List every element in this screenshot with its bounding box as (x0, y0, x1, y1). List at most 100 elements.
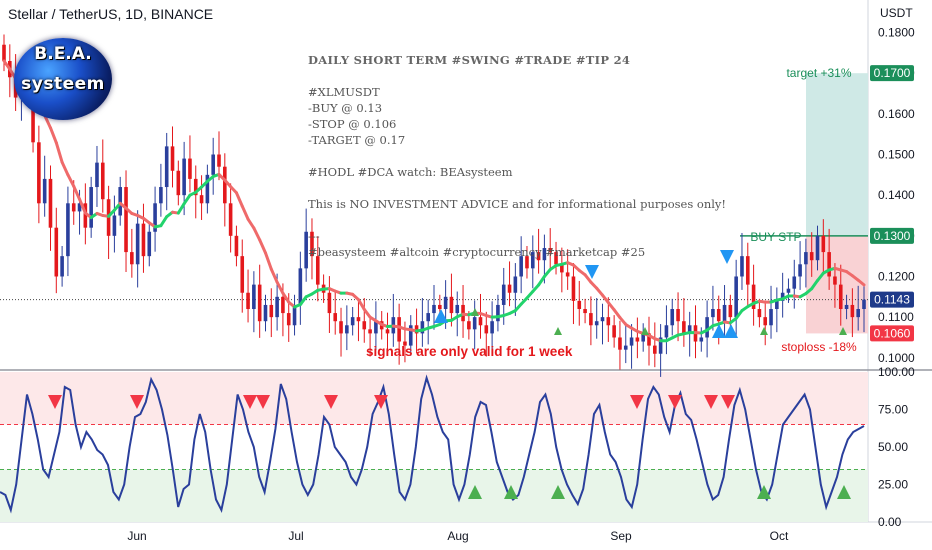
price-label-box (870, 325, 914, 342)
moving-average-segment (112, 201, 122, 212)
buy-signal-marker (712, 324, 726, 338)
price-tick-label: 0.1100 (878, 310, 914, 324)
moving-average-segment (356, 298, 366, 311)
candle-body (838, 284, 843, 310)
candle-body (513, 276, 518, 293)
candle-body (211, 154, 215, 175)
candle-body (780, 292, 785, 301)
candle-body (345, 325, 349, 334)
trade-note-body: #XLMUSDT -BUY @ 0.13 -STOP @ 0.106 -TARG… (308, 85, 727, 259)
moving-average-segment (258, 238, 267, 255)
price-tick-label: 0.1500 (878, 148, 915, 162)
chart-title: Stellar / TetherUS, 1D, BINANCE (8, 6, 214, 22)
moving-average-segment (78, 197, 87, 215)
candle-body (734, 276, 738, 318)
moving-average-segment (618, 316, 628, 326)
overbought-signal-marker (48, 395, 62, 409)
candle-body (315, 256, 320, 285)
small-buy-marker (839, 327, 847, 335)
moving-average-segment (182, 193, 192, 206)
candle-body (217, 154, 221, 167)
small-buy-marker (641, 327, 649, 335)
moving-average-segment (595, 286, 605, 297)
overbought-signal-marker (130, 395, 144, 409)
candle-body (618, 337, 622, 350)
price-tick-label: 0.1000 (878, 351, 915, 365)
candle-body (281, 296, 285, 314)
candle-body (292, 304, 297, 326)
candle-body (443, 296, 448, 310)
candle-body (147, 231, 152, 257)
candle-body (252, 284, 256, 310)
candle-body (327, 292, 332, 314)
candle-body (403, 341, 407, 346)
moving-average-segment (298, 295, 308, 307)
candle-body (542, 248, 547, 261)
candle-body (740, 256, 744, 277)
oversold-signal-marker (504, 485, 518, 499)
candle-body (54, 227, 59, 277)
candle-body (804, 252, 808, 265)
candle-body (385, 329, 390, 334)
candle-body (682, 321, 686, 334)
sell-signal-marker (585, 265, 599, 279)
candle-body (658, 337, 663, 354)
moving-average-segment (542, 268, 552, 278)
overbought-signal-marker (374, 395, 388, 409)
candle-body (472, 317, 477, 330)
candle-body (77, 203, 82, 212)
candle-body (571, 276, 576, 301)
candle-body (623, 345, 628, 350)
candle-body (594, 321, 599, 326)
candle-body (478, 317, 483, 326)
candle-body (786, 288, 791, 293)
price-label: 0.1143 (874, 293, 910, 307)
candle-body (304, 231, 308, 269)
candle-body (600, 317, 605, 322)
candle-body (2, 44, 6, 61)
candle-body (42, 178, 47, 204)
small-buy-marker (554, 327, 562, 335)
candle-body (833, 276, 837, 285)
moving-average-segment (252, 226, 262, 242)
candle-body (362, 321, 367, 330)
candle-body (223, 166, 227, 204)
candle-body (124, 187, 128, 253)
candle-body (408, 325, 413, 346)
candle-body (438, 304, 442, 310)
candle-body (246, 292, 250, 310)
moving-average-segment (240, 204, 250, 221)
candle-body (89, 187, 93, 228)
overbought-signal-marker (721, 395, 735, 409)
candle-body (687, 325, 692, 334)
moving-average-segment (72, 184, 82, 201)
candle-body (449, 296, 454, 314)
candle-body (193, 178, 198, 196)
overbought-signal-marker (324, 395, 338, 409)
candle-body (641, 333, 645, 342)
candle-body (275, 296, 279, 318)
oscillator-tick-label: 75.00 (878, 403, 908, 417)
moving-average-segment (159, 215, 169, 228)
candle-body (554, 252, 558, 265)
candle-body (182, 158, 186, 196)
candle-body (536, 252, 541, 261)
buy-signal-marker (724, 324, 738, 338)
moving-average-segment (176, 202, 186, 215)
overbought-signal-marker (243, 395, 257, 409)
moving-average-segment (612, 308, 622, 320)
overbought-signal-marker (668, 395, 682, 409)
candle-body (775, 300, 779, 310)
moving-average-segment (246, 217, 256, 230)
candle-body (856, 309, 860, 318)
candle-body (548, 248, 553, 253)
candle-body (298, 268, 303, 305)
overbought-signal-marker (256, 395, 270, 409)
time-tick-label: Aug (447, 529, 468, 543)
candle-body (629, 337, 634, 346)
moving-average-segment (54, 141, 64, 164)
overbought-signal-marker (704, 395, 718, 409)
candle-body (612, 325, 616, 338)
candle-body (153, 203, 157, 232)
